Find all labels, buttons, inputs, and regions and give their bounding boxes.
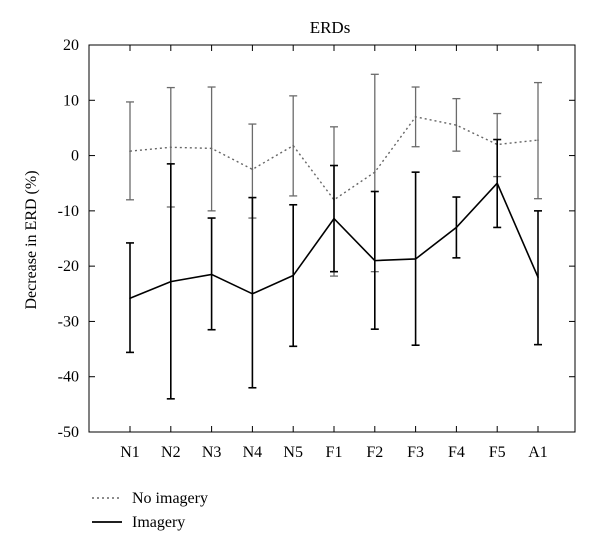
y-axis-label: Decrease in ERD (%) xyxy=(23,170,40,309)
x-tick-label: F1 xyxy=(326,444,343,461)
data-point xyxy=(129,297,131,300)
data-point xyxy=(292,144,295,147)
y-tick-label: -20 xyxy=(58,258,79,275)
data-point xyxy=(455,124,458,126)
x-tick-label: F5 xyxy=(489,444,506,461)
y-axis: 20 10 0 -10 -20 -30 -40 -50 xyxy=(58,37,575,441)
x-tick-label: N2 xyxy=(161,444,181,461)
data-point xyxy=(210,273,213,276)
data-point xyxy=(374,259,376,262)
series-layer xyxy=(126,73,542,400)
x-tick-label: N5 xyxy=(283,444,303,461)
data-point xyxy=(129,150,131,152)
data-point xyxy=(170,146,172,149)
y-tick-label: -30 xyxy=(58,313,79,330)
data-point xyxy=(537,276,539,279)
data-point xyxy=(251,292,254,295)
data-point xyxy=(537,139,539,141)
data-point xyxy=(374,171,376,173)
legend: No imagery Imagery xyxy=(92,490,208,531)
y-tick-label: 10 xyxy=(63,92,79,109)
data-point xyxy=(455,226,458,229)
x-tick-label: N4 xyxy=(243,444,263,461)
x-tick-label: A1 xyxy=(528,444,548,461)
data-point xyxy=(170,280,172,283)
legend-label: No imagery xyxy=(132,490,208,507)
x-tick-label: F3 xyxy=(407,444,424,461)
legend-label: Imagery xyxy=(132,514,185,531)
x-tick-label: N1 xyxy=(120,444,140,461)
data-point xyxy=(210,147,213,150)
data-point xyxy=(333,217,335,220)
chart-title: ERDs xyxy=(310,18,351,37)
x-tick-label: F2 xyxy=(366,444,383,461)
y-tick-label: 0 xyxy=(71,148,79,165)
y-tick-label: -10 xyxy=(58,203,79,220)
data-point xyxy=(414,258,417,260)
series-imagery xyxy=(126,138,542,400)
data-point xyxy=(292,274,295,277)
x-axis: N1 N2 N3 N4 N5 F1 F2 F3 F4 F5 A1 xyxy=(120,45,548,461)
y-tick-label: -50 xyxy=(58,424,79,441)
data-point xyxy=(251,168,254,171)
data-point xyxy=(414,116,417,118)
x-tick-label: N3 xyxy=(202,444,222,461)
plot-frame xyxy=(88,44,576,433)
y-tick-label: -40 xyxy=(58,369,79,386)
data-point xyxy=(496,182,499,185)
y-tick-label: 20 xyxy=(63,37,79,54)
x-tick-label: F4 xyxy=(448,444,465,461)
